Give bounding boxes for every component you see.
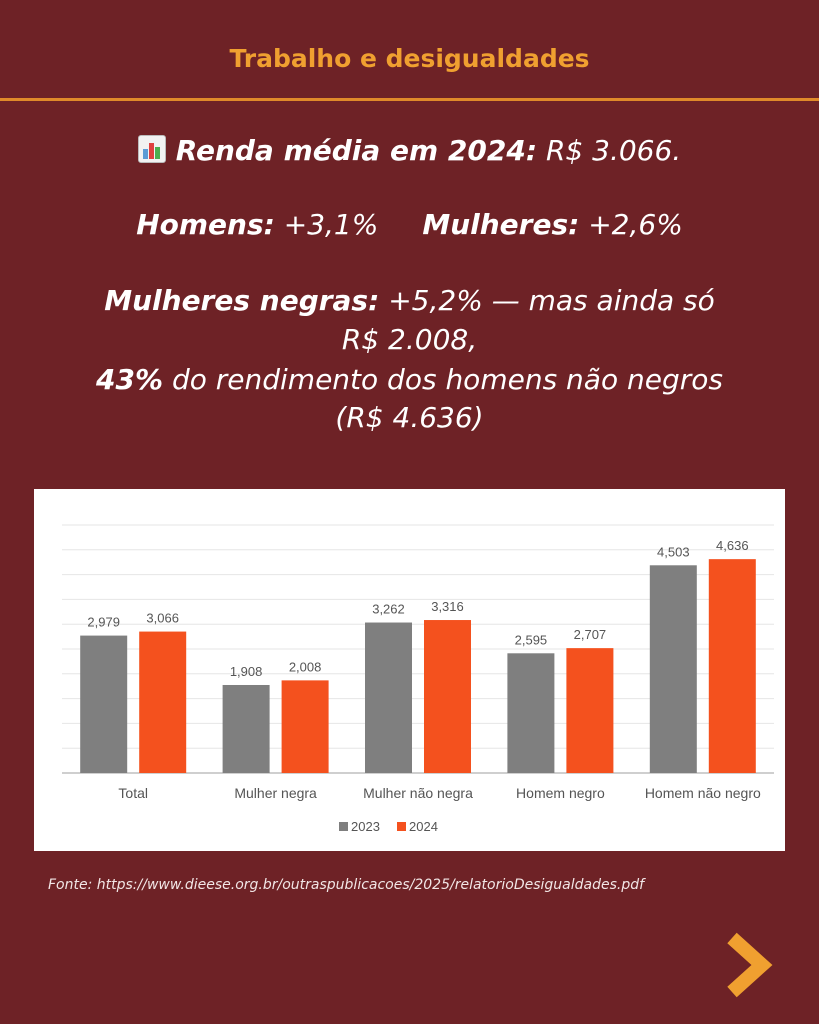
bar-2024	[708, 559, 756, 773]
ratio-percent: 43%	[96, 363, 164, 396]
income-chart: 2,979 3,066 Total 1,908 2,008 Mulher negra 3,2…	[34, 489, 785, 851]
data-label-2024: 3,066	[146, 611, 179, 626]
data-label-2024: 2,008	[289, 659, 322, 674]
bar-2024	[139, 631, 187, 773]
men-value: +3,1%	[274, 208, 379, 241]
category-label: Mulher negra	[234, 785, 317, 801]
women-value: +2,6%	[579, 208, 683, 241]
page-title: Trabalho e desigualdades	[229, 44, 590, 73]
title-divider	[0, 98, 819, 101]
summary-gender-growth: Homens: +3,1% Mulheres: +2,6%	[0, 208, 819, 241]
men-label: Homens:	[136, 208, 275, 241]
legend-swatch-2024	[397, 822, 406, 831]
bar-2024	[424, 620, 471, 773]
data-label-2024: 4,636	[716, 538, 749, 553]
non-black-men-income: (R$ 4.636)	[335, 401, 484, 434]
category-label: Homem não negro	[645, 785, 761, 801]
women-label: Mulheres:	[422, 208, 580, 241]
bar-2023	[507, 653, 555, 773]
data-label-2023: 2,595	[515, 632, 548, 647]
bar-2023	[80, 635, 128, 773]
summary-average-income: Renda média em 2024: R$ 3.066.	[0, 134, 819, 167]
data-label-2023: 2,979	[87, 615, 120, 630]
category-label: Homem negro	[516, 785, 605, 801]
bar-2023	[222, 684, 270, 773]
summary-ratio: 43% do rendimento dos homens não negros	[0, 363, 819, 396]
average-income-value: R$ 3.066.	[537, 134, 682, 167]
ratio-text: do rendimento dos homens não negros	[163, 363, 723, 396]
data-label-2023: 3,262	[372, 602, 405, 617]
chevron-right-icon	[727, 932, 773, 998]
average-income-label: Renda média em 2024:	[175, 134, 538, 167]
bar-chart-icon	[137, 135, 166, 163]
bar-2023	[365, 622, 412, 773]
bar-2023	[649, 565, 697, 773]
legend-swatch-2023	[339, 822, 348, 831]
black-women-growth: +5,2% — mas ainda só	[379, 284, 715, 317]
data-label-2024: 3,316	[431, 599, 464, 614]
bar-2024	[281, 680, 329, 773]
source-note: Fonte: https://www.dieese.org.br/outrasp…	[48, 877, 645, 893]
summary-black-women: Mulheres negras: +5,2% — mas ainda só	[0, 284, 819, 317]
category-label: Mulher não negra	[363, 785, 473, 801]
next-slide-button[interactable]	[718, 930, 778, 1000]
legend-label-2024: 2024	[409, 819, 438, 834]
data-label-2023: 4,503	[657, 544, 690, 559]
category-label: Total	[118, 785, 148, 801]
data-label-2024: 2,707	[574, 627, 607, 642]
black-women-label: Mulheres negras:	[104, 284, 380, 317]
legend-label-2023: 2023	[351, 819, 380, 834]
data-label-2023: 1,908	[230, 664, 263, 679]
black-women-income: R$ 2.008,	[341, 323, 478, 356]
bar-2024	[566, 648, 614, 773]
income-bar-chart: 2,979 3,066 Total 1,908 2,008 Mulher negra 3,2…	[62, 524, 774, 834]
